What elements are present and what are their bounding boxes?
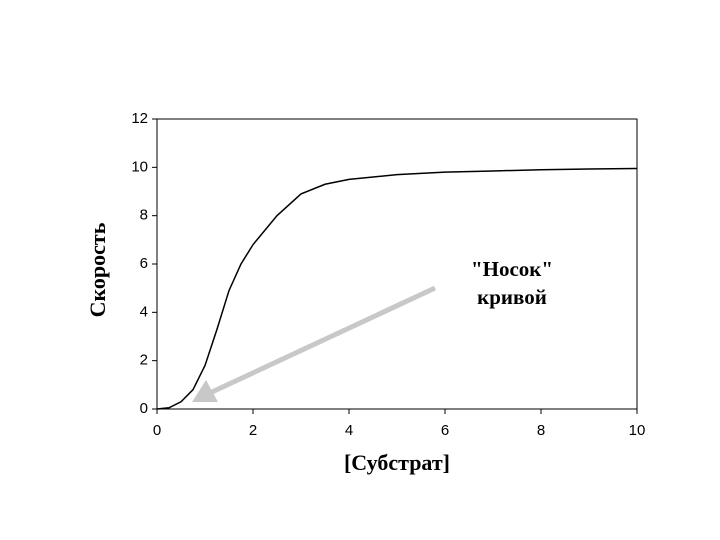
y-tick-label: 0 bbox=[140, 400, 148, 417]
y-tick-label: 10 bbox=[131, 158, 148, 175]
y-axis-label: Скорость bbox=[85, 222, 110, 317]
y-tick-label: 4 bbox=[140, 303, 148, 320]
x-tick-label: 10 bbox=[629, 422, 646, 439]
annotation: "Носок" bbox=[471, 257, 553, 281]
y-tick-label: 8 bbox=[140, 207, 148, 224]
annotation-arrow bbox=[210, 285, 437, 395]
x-tick-label: 6 bbox=[441, 422, 449, 439]
x-tick-label: 4 bbox=[345, 422, 353, 439]
y-tick-label: 12 bbox=[131, 110, 148, 127]
plot-frame bbox=[156, 118, 638, 410]
line-series bbox=[156, 167, 638, 410]
annotation-arrowhead bbox=[192, 380, 218, 402]
y-tick-label: 6 bbox=[140, 255, 148, 272]
x-axis-label: [Субстрат] bbox=[344, 450, 450, 475]
x-tick-label: 2 bbox=[249, 422, 257, 439]
y-tick-label: 2 bbox=[140, 352, 148, 369]
x-tick-label: 0 bbox=[153, 422, 161, 439]
x-tick-label: 8 bbox=[537, 422, 545, 439]
annotation: кривой bbox=[477, 285, 547, 309]
